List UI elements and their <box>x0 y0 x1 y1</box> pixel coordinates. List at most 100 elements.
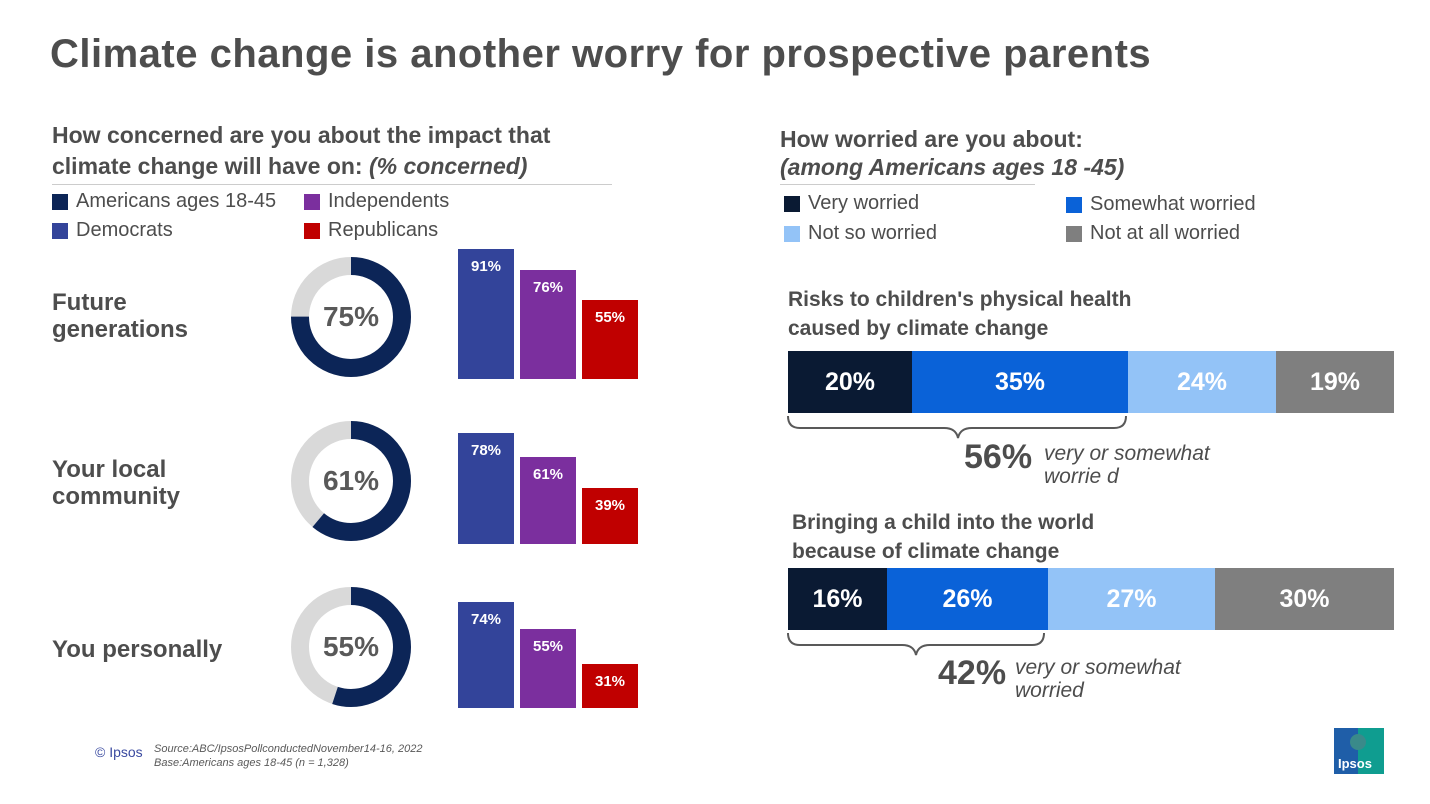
legend-item-democrats: Democrats <box>52 219 173 242</box>
legend-item-not-at-all-worried: Not at all worried <box>1066 222 1240 245</box>
legend-swatch-very-worried <box>784 195 800 212</box>
hbar-0-segment-not-at-all-worried: 19% <box>1276 351 1394 413</box>
legend-label-very-worried: Very worried <box>808 192 920 214</box>
source-line1: Source:ABC/IpsosPollconductedNovember14-… <box>154 743 423 755</box>
brace-1-text: very or somewhat worried <box>1015 656 1255 702</box>
bar-republicans-0 <box>582 300 638 379</box>
bar-label-republicans-1: 39% <box>594 497 626 515</box>
brace-1-text-line2: worried <box>1015 679 1084 702</box>
brace-0-text-line1: very or somewhat <box>1044 442 1210 465</box>
legend-label-not-at-all-worried: Not at all worried <box>1090 222 1241 244</box>
left-divider <box>52 184 612 185</box>
legend-label-independents: Independents <box>328 190 450 212</box>
right-question: How worried are you about: (among Americ… <box>780 125 1380 181</box>
right-question-line2: (among Americans ages 18 -45) <box>780 154 1125 180</box>
bar-label-democrats-0: 91% <box>470 258 502 275</box>
hbar-1-segment-not-at-all-worried: 30% <box>1215 568 1394 630</box>
legend-label-democrats: Democrats <box>76 219 173 241</box>
bar-independents-2 <box>520 629 576 708</box>
hbar-1: 16% 26% 27% 30% <box>788 568 1394 630</box>
bar-label-republicans-2: 31% <box>594 672 626 690</box>
copyright: © Ipsos <box>95 744 143 760</box>
legend-item-americans: Americans ages 18-45 <box>52 190 276 213</box>
hbar-0-segment-not-so-worried: 24% <box>1128 351 1276 413</box>
donut-1 <box>291 421 411 541</box>
hbar-1-segment-somewhat-worried: 26% <box>887 568 1048 630</box>
bar-democrats-0 <box>458 249 514 379</box>
brace-0-path <box>787 415 1127 439</box>
bar-label-independents-2: 55% <box>532 638 564 656</box>
source-line2: Base:Americans ages 18-45 (n = 1,328) <box>154 757 349 769</box>
legend-item-not-so-worried: Not so worried <box>784 222 937 245</box>
hbar-0-title: Risks to children's physical health caus… <box>788 285 1308 343</box>
row-label-1: Your local community <box>52 456 181 510</box>
legend-item-independents: Independents <box>304 190 449 213</box>
legend-item-republicans: Republicans <box>304 219 438 242</box>
legend-label-somewhat-worried: Somewhat worried <box>1090 193 1256 215</box>
hbar-0-title-line1: Risks to children's physical health <box>788 288 1132 311</box>
legend-label-republicans: Republicans <box>328 219 439 241</box>
left-legend: Americans ages 18-45 Independents Democr… <box>52 188 612 248</box>
page-title: Climate change is another worry for pros… <box>50 32 1152 76</box>
donut-1-label: 61% <box>322 465 380 496</box>
source-note: Source:ABC/IpsosPollconductedNovember14-… <box>154 742 554 770</box>
left-question-suffix: (% concerned) <box>368 153 528 179</box>
bar-democrats-2 <box>458 602 514 708</box>
brace-1-text-line1: very or somewhat <box>1015 656 1181 679</box>
bar-label-democrats-1: 78% <box>470 441 502 459</box>
brace-1-path <box>787 632 1045 656</box>
bar-label-independents-1: 61% <box>532 465 564 483</box>
bar-independents-0 <box>520 270 576 379</box>
bar-label-democrats-2: 74% <box>470 611 502 629</box>
hbar-1-title: Bringing a child into the world because … <box>792 508 1312 566</box>
brace-1-value: 42% <box>938 654 1007 692</box>
bar-republicans-1 <box>582 488 638 544</box>
legend-swatch-not-at-all-worried <box>1066 225 1082 242</box>
hbar-1-title-line1: Bringing a child into the world <box>792 511 1095 534</box>
hbar-0-title-line2: caused by climate change <box>788 317 1049 340</box>
bar-independents-1 <box>520 456 576 544</box>
row-label-2: You personally <box>52 636 223 663</box>
legend-swatch-independents <box>304 193 320 210</box>
hbar-1-segment-not-so-worried: 27% <box>1048 568 1215 630</box>
hbar-0: 20% 35% 24% 19% <box>788 351 1394 413</box>
ipsos-logo-mark <box>1334 728 1384 774</box>
bar-label-independents-0: 76% <box>532 279 564 297</box>
donut-1-arc <box>291 421 411 541</box>
brace-0-value: 56% <box>964 438 1033 476</box>
legend-label-not-so-worried: Not so worried <box>808 222 937 244</box>
donut-0-arc <box>291 257 411 377</box>
legend-item-somewhat-worried: Somewhat worried <box>1066 193 1256 216</box>
donut-2-arc <box>291 587 411 707</box>
row-label-0: Future generations <box>52 289 189 343</box>
brace-0-text: very or somewhat worrie d <box>1044 442 1284 488</box>
bar-republicans-2 <box>582 663 638 708</box>
left-question-line2: climate change will have on: <box>52 153 363 179</box>
legend-label-americans: Americans ages 18-45 <box>76 190 277 212</box>
legend-swatch-somewhat-worried <box>1066 196 1082 213</box>
bar-democrats-1 <box>458 432 514 544</box>
brace-0-text-line2: worrie d <box>1044 465 1119 488</box>
left-question-line2-row: climate change will have on: (% concerne… <box>52 151 672 182</box>
bar-label-republicans-0: 55% <box>594 309 626 327</box>
legend-swatch-not-so-worried <box>784 225 800 242</box>
hbar-0-segment-somewhat-worried: 35% <box>912 351 1128 413</box>
legend-swatch-republicans <box>304 222 320 239</box>
right-legend: Very worried Somewhat worried Not so wor… <box>784 190 1384 250</box>
ipsos-logo-text: Ipsos <box>1338 756 1372 771</box>
donut-0-label: 75% <box>322 301 380 332</box>
brace-1 <box>787 632 1045 656</box>
right-divider <box>780 184 1035 185</box>
legend-item-very-worried: Very worried <box>784 192 919 215</box>
legend-swatch-democrats <box>52 222 68 239</box>
donut-2-label: 55% <box>322 631 380 662</box>
hbar-0-segment-very-worried: 20% <box>788 351 912 413</box>
hbar-1-title-line2: because of climate change <box>792 540 1060 563</box>
left-question: How concerned are you about the impact t… <box>52 120 672 182</box>
left-question-line1: How concerned are you about the impact t… <box>52 122 551 148</box>
brace-0 <box>787 415 1127 439</box>
legend-swatch-americans <box>52 193 68 210</box>
right-question-line1: How worried are you about: <box>780 126 1083 152</box>
donut-0 <box>291 257 411 377</box>
